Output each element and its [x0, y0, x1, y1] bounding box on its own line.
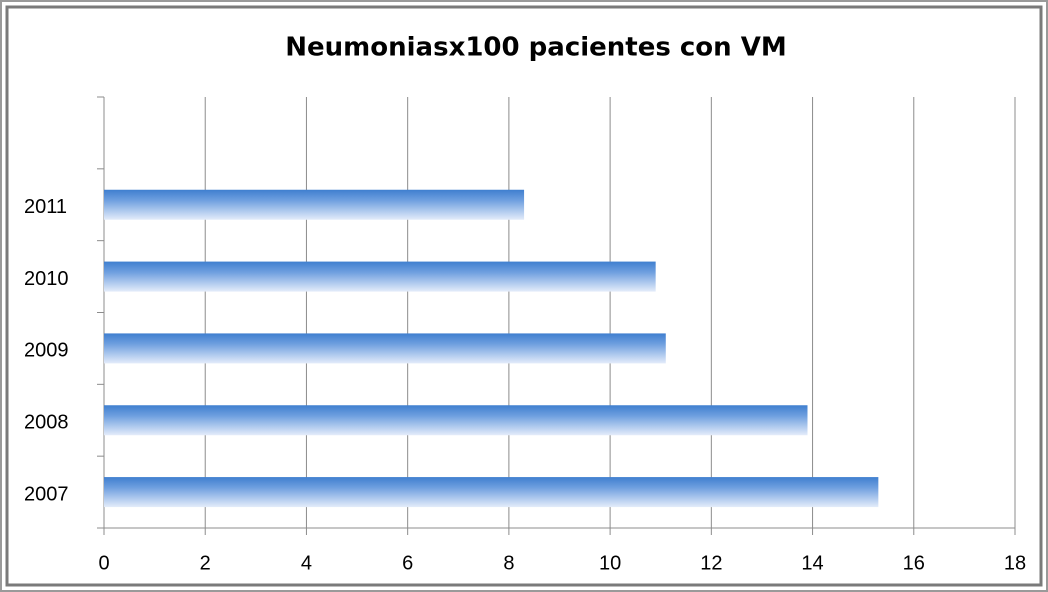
- y-tick-label: 2009: [24, 340, 69, 362]
- x-tick-label: 12: [700, 552, 722, 574]
- x-tick-label: 10: [599, 552, 621, 574]
- x-tick-label: 16: [903, 552, 925, 574]
- chart-title: Neumoniasx100 pacientes con VM: [285, 33, 786, 63]
- y-tick-label: 2011: [24, 196, 67, 218]
- x-tick-label: 6: [402, 552, 413, 574]
- y-tick-label: 2007: [24, 483, 69, 505]
- x-tick-label: 2: [200, 552, 211, 574]
- x-tick-label: 18: [1004, 552, 1026, 574]
- x-tick-label: 14: [801, 552, 823, 574]
- x-tick-label: 8: [503, 552, 514, 574]
- bar: [104, 333, 666, 364]
- y-tick-label: 2008: [24, 412, 69, 434]
- bar: [104, 405, 808, 436]
- y-tick-label: 2010: [24, 268, 69, 290]
- bar: [104, 477, 879, 508]
- frame-inner: [5, 5, 1043, 587]
- x-tick-label: 4: [301, 552, 312, 574]
- x-tick-label: 0: [98, 552, 109, 574]
- bar: [104, 189, 525, 220]
- bar: [104, 261, 656, 292]
